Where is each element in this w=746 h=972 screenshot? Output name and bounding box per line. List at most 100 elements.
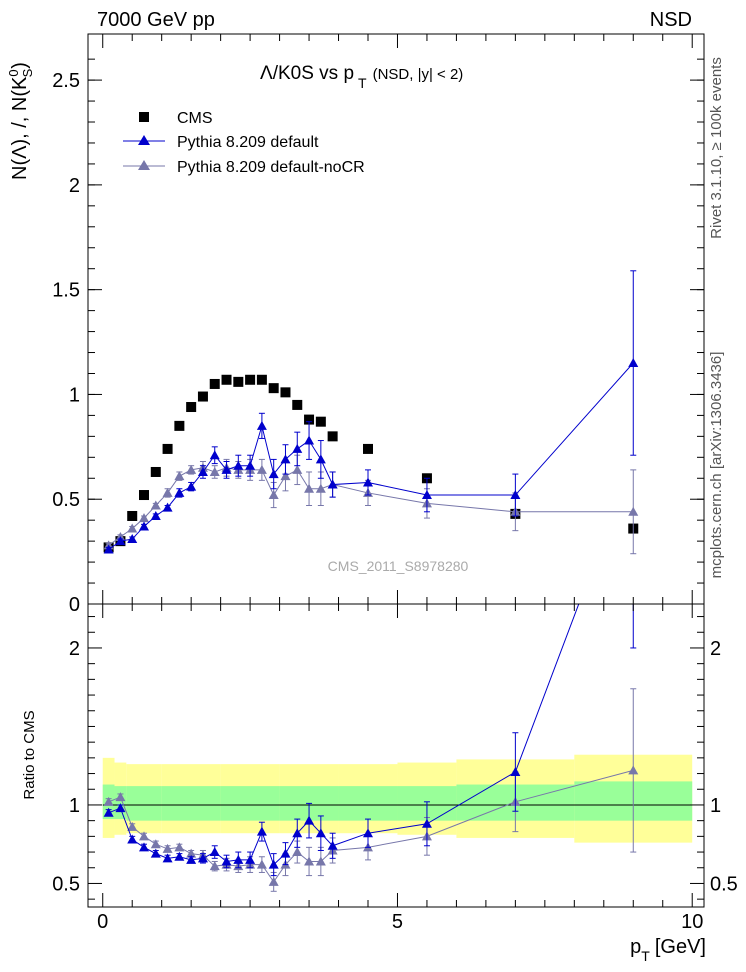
header-process-label: NSD: [650, 9, 692, 31]
ratio-default-point: [127, 834, 138, 844]
main-title-sub: T: [358, 75, 367, 91]
ratio-default-point: [150, 848, 161, 858]
ratio-default-point: [304, 815, 315, 825]
cms-point: [221, 374, 232, 385]
side-mcplots-label: mcplots.cern.ch [arXiv:1306.3436]: [708, 352, 725, 579]
cms-point: [150, 466, 161, 477]
cms-point: [162, 443, 173, 454]
pythia-nocr-point: [292, 464, 303, 474]
ratio-ytick-label-right: 1: [710, 795, 721, 817]
ratio-default-point: [421, 818, 432, 828]
ratio-ytick-label: 0.5: [52, 873, 80, 895]
ratio-nocr-point: [304, 856, 315, 866]
pythia-default-point: [280, 454, 291, 464]
x-tick-label: 5: [392, 911, 403, 933]
legend-entry-pythia-default: Pythia 8.209 default: [123, 134, 319, 151]
pythia-default-point: [363, 477, 373, 487]
pythia-nocr-point: [628, 506, 639, 516]
pythia-default-point: [162, 502, 173, 512]
ratio-default-point: [115, 803, 126, 813]
cms-uncertainty-band-inner: [126, 786, 162, 821]
ratio-default-point: [363, 828, 373, 838]
cms-point: [280, 387, 291, 398]
pythia-nocr-point: [150, 500, 161, 510]
pythia-nocr-point: [268, 490, 279, 500]
ratio-ytick-label-right: 2: [710, 638, 721, 660]
main-title-text: Λ/K0S vs p: [260, 63, 354, 84]
pythia-default-point: [510, 490, 521, 500]
ratio-nocr-point: [150, 839, 161, 849]
cms-point: [139, 490, 149, 501]
pythia-nocr-point: [139, 513, 149, 523]
legend-default-label: Pythia 8.209 default: [177, 134, 319, 151]
pythia-default-line: [108, 362, 634, 550]
ratio-nocr-point: [162, 843, 173, 853]
cms-point: [209, 378, 220, 389]
cms-point: [186, 402, 197, 413]
ratio-nocr-point: [292, 847, 303, 857]
ratio-default-point: [162, 853, 173, 863]
ratio-panel: 0.5 0.5 1 1 2 2 0 5 10 Ratio to CMS pT [GeV]: [21, 603, 738, 964]
ratio-nocr-point: [315, 856, 326, 866]
legend-entry-cms: CMS: [139, 110, 213, 127]
ratio-default-point: [221, 856, 232, 866]
pythia-default-point: [327, 479, 338, 489]
main-title: Λ/K0S vs p T (NSD, |y| < 2): [260, 63, 463, 91]
ratio-default-point: [197, 853, 208, 863]
main-ytick-label: 2.5: [52, 70, 80, 92]
cms-point: [315, 416, 326, 427]
ratio-default-point: [174, 851, 185, 861]
ratio-nocr-point: [115, 792, 126, 802]
main-ylabel-end: ): [9, 62, 31, 69]
x-tick-label: 10: [681, 911, 703, 933]
main-ytick-label: 2: [69, 175, 80, 197]
ratio-nocr-point: [139, 831, 149, 841]
pythia-default-point: [186, 481, 197, 491]
x-axis-label-unit: [GeV]: [655, 936, 706, 958]
main-ytick-label: 1.5: [52, 280, 80, 302]
ratio-nocr-point: [127, 821, 138, 831]
cms-point: [127, 510, 138, 521]
x-axis-label: pT [GeV]: [630, 936, 706, 964]
ratio-default-point: [256, 826, 267, 836]
main-ylabel-sup: 0: [6, 69, 21, 76]
cms-uncertainty-band-inner: [161, 786, 221, 821]
ratio-nocr-point: [103, 796, 114, 806]
pythia-nocr-point: [315, 483, 326, 493]
ratio-nocr-point: [628, 765, 639, 775]
ratio-default-point: [245, 854, 256, 864]
pythia-nocr-point: [209, 466, 220, 476]
pythia-nocr-point: [174, 471, 185, 481]
pythia-default-point: [103, 544, 114, 554]
pythia-default-point: [256, 420, 267, 430]
pythia-default-point: [315, 454, 326, 464]
ratio-default-point: [139, 842, 149, 852]
x-axis-label-p: p: [630, 936, 641, 958]
pythia-default-point: [292, 443, 303, 453]
ratio-default-point: [315, 828, 326, 838]
pythia-nocr-point: [186, 464, 197, 474]
cms-point: [197, 391, 208, 402]
pythia-default-point: [139, 521, 149, 531]
pythia-nocr-point: [127, 523, 138, 533]
cms-uncertainty-band-inner: [338, 786, 398, 821]
pythia-nocr-point: [280, 471, 291, 481]
ratio-default-point: [268, 859, 279, 869]
pythia-nocr-point: [162, 487, 173, 497]
main-title-tail: (NSD, |y| < 2): [373, 66, 464, 83]
pythia-default-point: [209, 450, 220, 460]
pythia-default-point: [221, 464, 232, 474]
ratio-default-point: [186, 854, 197, 864]
ratio-default-point: [280, 848, 291, 858]
cms-point: [256, 374, 267, 385]
cms-point: [292, 399, 303, 410]
ratio-nocr-point: [209, 861, 220, 871]
main-panel-marks: [103, 270, 639, 555]
cms-point: [363, 443, 373, 454]
ratio-default-point: [510, 766, 521, 776]
x-axis-label-sub: T: [641, 948, 650, 964]
cms-point: [327, 431, 338, 442]
cms-uncertainty-band-inner: [220, 786, 280, 821]
legend-cms-label: CMS: [177, 110, 213, 127]
